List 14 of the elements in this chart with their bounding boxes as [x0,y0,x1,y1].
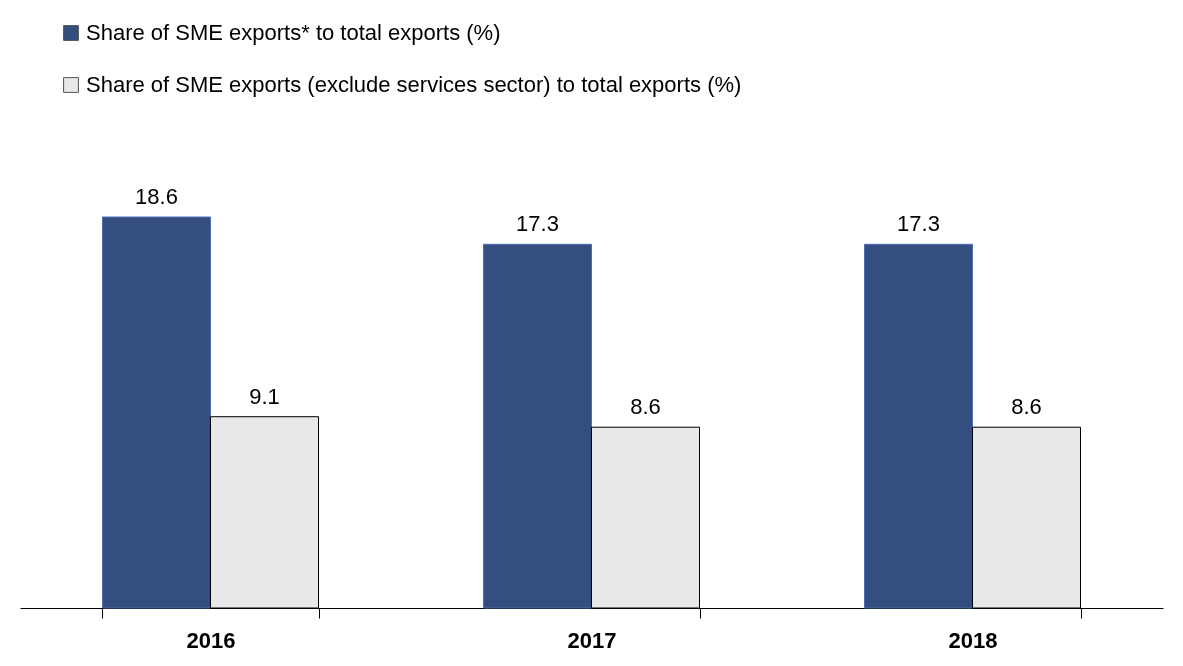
data-label: 17.3 [897,211,940,237]
legend-label: Share of SME exports* to total exports (%) [86,20,501,45]
data-label: 18.6 [135,184,178,209]
bar [101,216,211,609]
x-tick-label: 2017 [567,627,617,653]
x-tick-label: 2016 [186,627,236,653]
data-label: 8.6 [1011,394,1042,420]
bar [482,243,592,609]
data-label: 8.6 [630,394,661,420]
legend-label: Share of SME exports (exclude services sector) to total exports (%) [86,72,742,97]
data-label: 17.3 [516,211,559,237]
data-label: 9.1 [249,383,280,409]
x-tick-label: 2018 [948,627,998,653]
bar [863,243,973,609]
